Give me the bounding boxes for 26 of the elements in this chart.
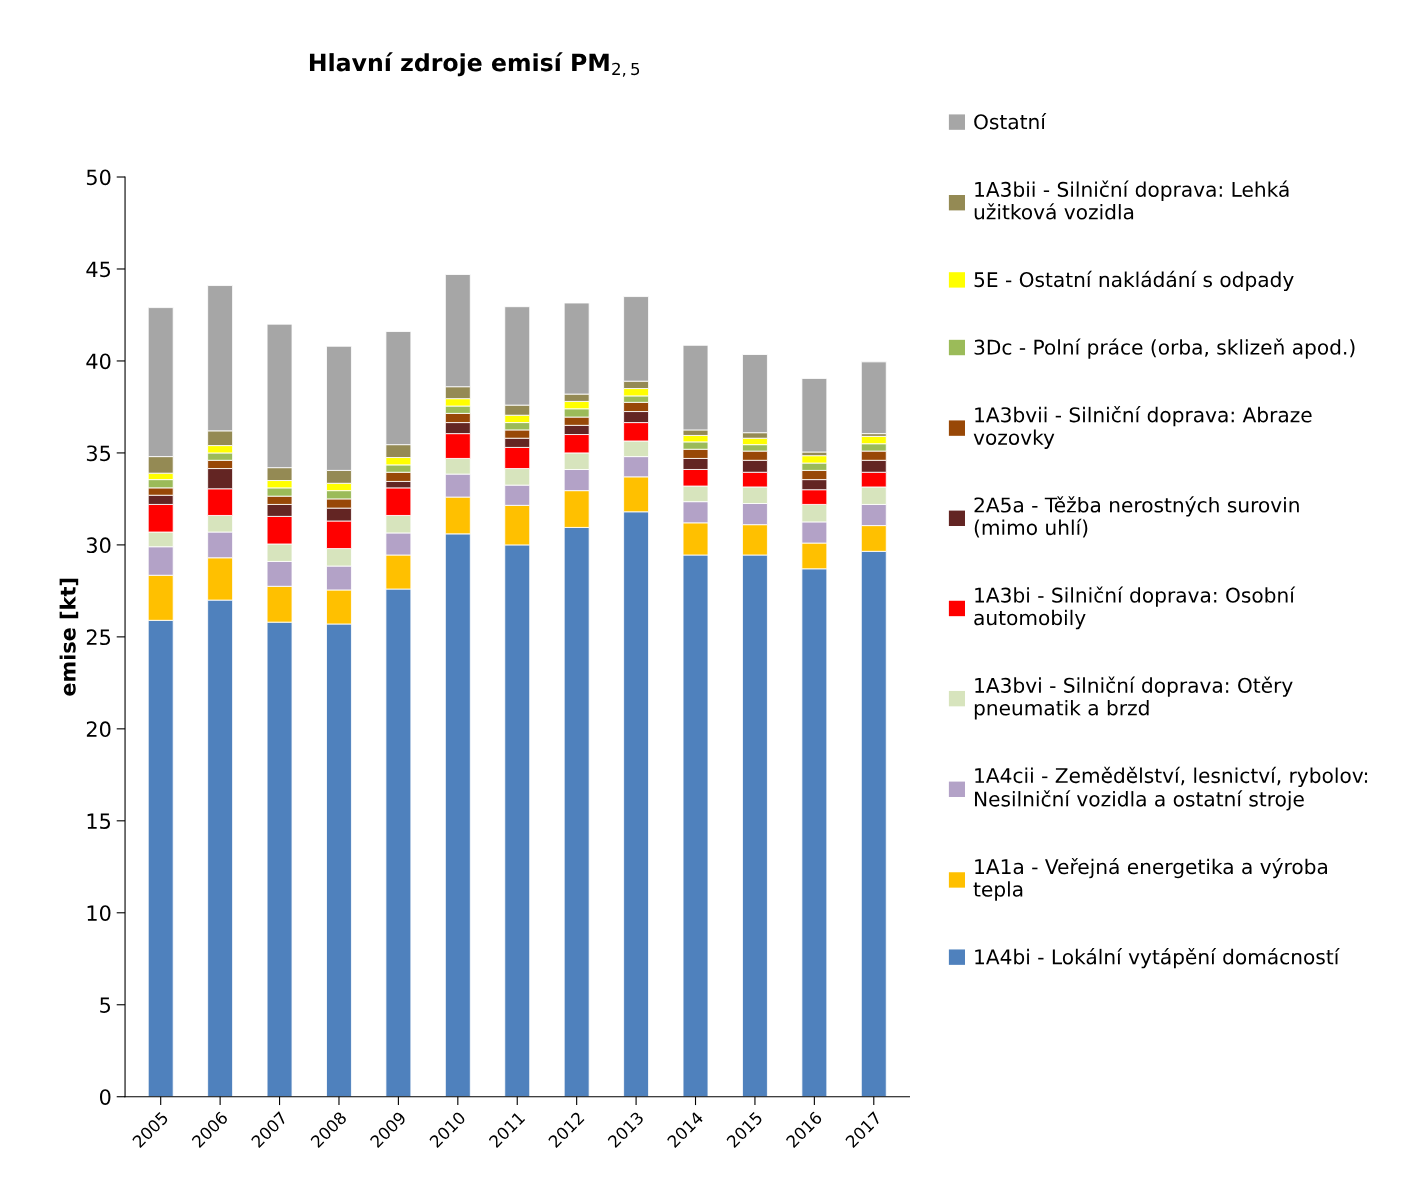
y-tick-label: 10 (87, 905, 111, 921)
legend-label: 1A1a - Veřejná energetika a výroba tepla (973, 857, 1327, 901)
legend-label: 1A3bvi - Silniční doprava: Otěry pneumatik a brzd (974, 676, 1293, 720)
y-tick-label: 45 (86, 261, 111, 278)
y-tick-label: 5 (100, 997, 111, 1013)
bar (860, 361, 887, 435)
y-axis-title: emise [kt] (59, 578, 79, 696)
y-tick-label: 40 (86, 353, 111, 370)
bar (801, 378, 828, 453)
legend-label: Ostatní (974, 113, 1047, 130)
legend-label: 1A3bi - Silniční doprava: Osobní automobily (974, 586, 1296, 630)
chart-title: Hlavní zdroje emisí PM$_{2,5}$ (309, 52, 640, 77)
y-tick-label: 30 (86, 537, 111, 554)
legend-label: 3Dc - Polní práce (orba, sklizeň apod.) (974, 338, 1355, 359)
y-tick-label: 50 (86, 169, 111, 186)
legend-label: 1A3bii - Silniční doprava: Lehká užitková vozidla (974, 180, 1289, 220)
y-tick-label: 35 (86, 445, 111, 462)
y-tick-label: 25 (86, 629, 111, 646)
legend-label: 5E - Ostatní nakládání s odpady (974, 270, 1294, 292)
y-tick-label: 20 (86, 721, 111, 738)
legend-label: 2A5a - Těžba nerostných surovin (mimo uhlí) (974, 496, 1299, 538)
y-tick-label: 15 (87, 813, 111, 830)
legend-label: 1A4cii - Zemědělství, lesnictví, rybolov: Nesilniční vozidla a ostatní stroje (975, 766, 1368, 811)
y-tick-label: 0 (99, 1089, 111, 1105)
legend-label: 1A4bi - Lokální vytápění domácností (975, 948, 1340, 969)
legend-label: 1A3bvii - Silniční doprava: Abraze vozovky (973, 406, 1312, 449)
